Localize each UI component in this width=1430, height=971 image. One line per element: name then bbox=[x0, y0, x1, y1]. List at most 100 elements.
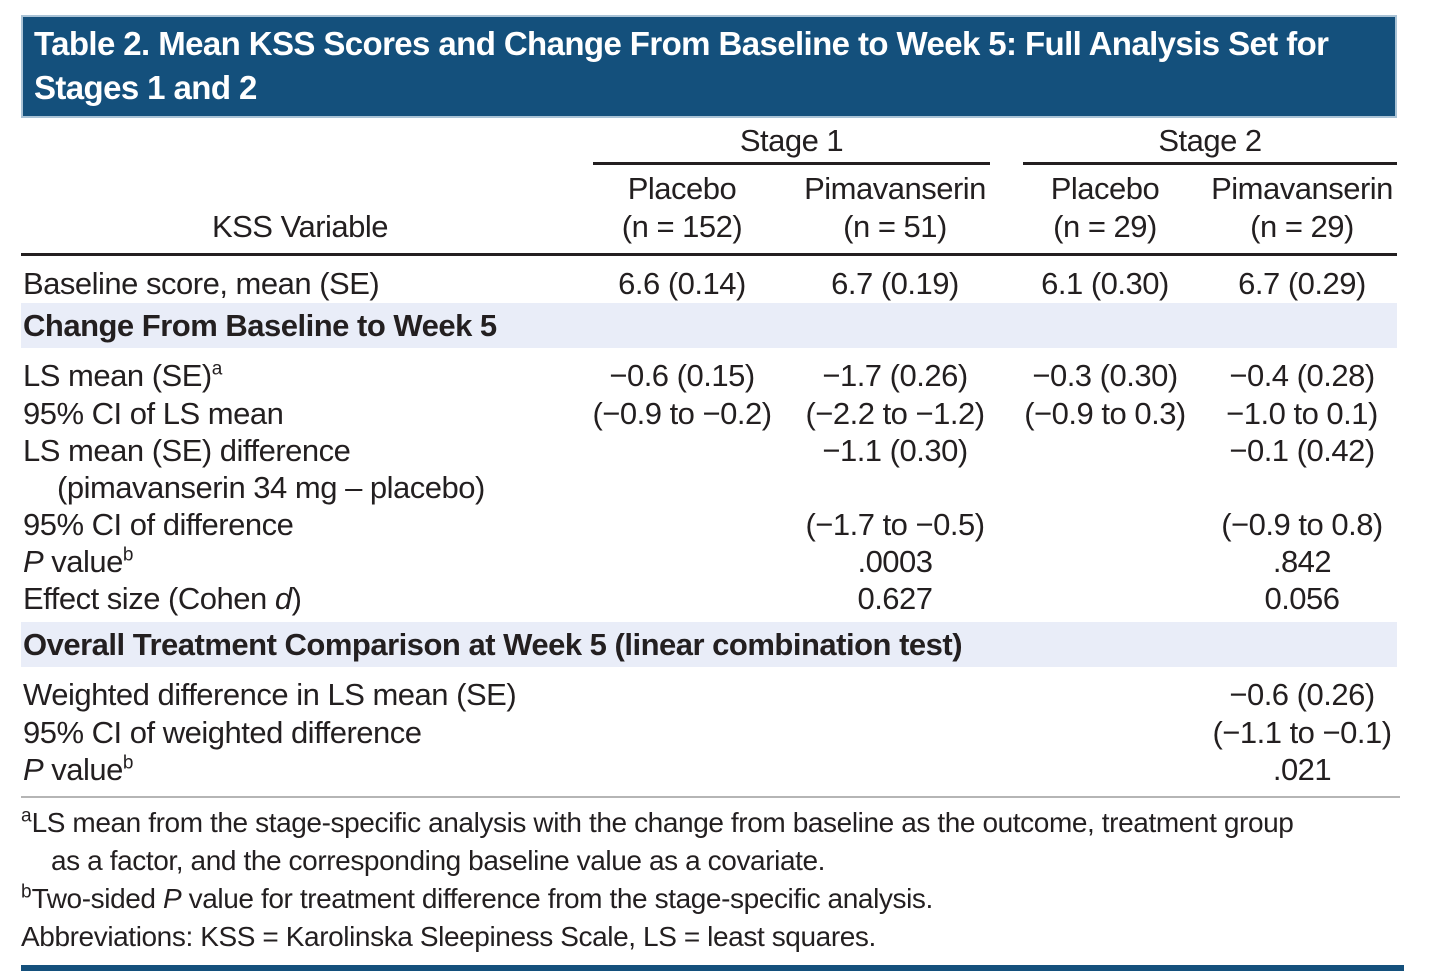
value-cell: −0.4 (0.28) bbox=[1229, 357, 1375, 393]
table-row: LS mean (SE) difference −1.1 (0.30) −0.1 (… bbox=[21, 432, 1397, 469]
text-segment: as a factor, and the corresponding basel… bbox=[51, 845, 826, 876]
row-label: 95% CI of LS mean bbox=[21, 395, 577, 432]
column-header-drug: Placebo bbox=[1050, 171, 1160, 206]
section-header-row: Overall Treatment Comparison at Week 5 (… bbox=[21, 622, 1397, 667]
column-header-pimavanserin: Pimavanserin (n = 51) bbox=[787, 165, 1003, 256]
value-cell bbox=[1003, 543, 1207, 580]
text-segment: Overall Treatment Comparison at Week 5 (… bbox=[23, 626, 963, 662]
value-cell bbox=[1207, 469, 1397, 506]
column-header-placebo: Placebo (n = 152) bbox=[577, 165, 787, 256]
text-segment: 95% CI of difference bbox=[23, 506, 294, 542]
stage1-group-header: Stage 1 bbox=[577, 118, 1003, 165]
table-row: Baseline score, mean (SE) 6.6 (0.14) 6.7 (… bbox=[21, 255, 1397, 304]
text-segment: value bbox=[43, 543, 123, 579]
table-row: 95% CI of LS mean (−0.9 to −0.2) (−2.2 to … bbox=[21, 395, 1397, 432]
table-row: Weighted difference in LS mean (SE) −0.6 … bbox=[21, 667, 1397, 714]
stage1-group-label: Stage 1 bbox=[593, 123, 990, 165]
footnote-line: Abbreviations: KSS = Karolinska Sleepine… bbox=[21, 918, 1416, 956]
text-segment: Two-sided bbox=[31, 883, 163, 914]
stage2-group-header: Stage 2 bbox=[1003, 118, 1397, 165]
footnote-marker: a bbox=[211, 358, 223, 380]
spanner-spacer bbox=[21, 118, 577, 165]
value-cell bbox=[787, 667, 1003, 714]
value-cell bbox=[1003, 667, 1207, 714]
value-cell bbox=[787, 751, 1003, 793]
italic-text: P bbox=[23, 751, 44, 787]
value-cell: (−0.9 to 0.3) bbox=[1024, 395, 1186, 431]
stage-spanner-row: Stage 1 Stage 2 bbox=[21, 118, 1397, 165]
row-label: P valueb bbox=[21, 543, 577, 580]
text-segment: Change From Baseline to Week 5 bbox=[23, 307, 497, 343]
table-row: Effect size (Cohen d) 0.627 0.056 bbox=[21, 580, 1397, 622]
value-cell bbox=[577, 580, 787, 622]
table-row: LS mean (SE)a −0.6 (0.15) −1.7 (0.26) −0.3 … bbox=[21, 348, 1397, 395]
text-segment: Effect size (Cohen bbox=[23, 580, 275, 616]
value-cell bbox=[1003, 469, 1207, 506]
value-cell bbox=[1003, 432, 1207, 469]
value-cell bbox=[577, 751, 787, 793]
row-label: LS mean (SE)a bbox=[21, 348, 577, 395]
value-cell: 6.1 (0.30) bbox=[1041, 265, 1169, 301]
text-segment: LS mean from the stage-specific analysis… bbox=[31, 807, 1294, 838]
text-segment: (pimavanserin 34 mg – placebo) bbox=[57, 469, 485, 505]
footnote-marker: b bbox=[21, 881, 32, 903]
text-segment: 95% CI of LS mean bbox=[23, 395, 284, 431]
text-segment: Baseline score, mean (SE) bbox=[23, 265, 380, 301]
value-cell: −1.1 (0.30) bbox=[822, 432, 968, 468]
table-row: 95% CI of weighted difference (−1.1 to −0… bbox=[21, 714, 1397, 751]
value-cell: (−0.9 to −0.2) bbox=[592, 395, 772, 431]
column-header-pimavanserin: Pimavanserin (n = 29) bbox=[1207, 165, 1397, 256]
value-cell bbox=[787, 469, 1003, 506]
kss-scores-table: Stage 1 Stage 2 KSS Variable Placebo (n =… bbox=[21, 118, 1397, 793]
text-segment: value for treatment difference from the … bbox=[181, 883, 934, 914]
column-header-drug: Placebo bbox=[627, 171, 737, 206]
row-label: Baseline score, mean (SE) bbox=[21, 255, 577, 304]
value-cell: 0.056 bbox=[1264, 580, 1340, 616]
value-cell bbox=[1003, 580, 1207, 622]
value-cell bbox=[577, 667, 787, 714]
stub-header-kss-variable: KSS Variable bbox=[21, 165, 577, 256]
value-cell: −1.7 (0.26) bbox=[822, 357, 968, 393]
table-row: P valueb .021 bbox=[21, 751, 1397, 793]
value-cell: −0.3 (0.30) bbox=[1032, 357, 1178, 393]
column-header-placebo: Placebo (n = 29) bbox=[1003, 165, 1207, 256]
text-segment: Abbreviations: KSS = Karolinska Sleepine… bbox=[21, 921, 876, 952]
table-title-line: Stages 1 and 2 bbox=[34, 69, 257, 106]
value-cell bbox=[577, 714, 787, 751]
value-cell bbox=[577, 432, 787, 469]
row-label: Weighted difference in LS mean (SE) bbox=[21, 667, 577, 714]
value-cell bbox=[1003, 751, 1207, 793]
value-cell: −1.0 to 0.1) bbox=[1226, 395, 1378, 431]
value-cell: −0.1 (0.42) bbox=[1229, 432, 1375, 468]
value-cell: 6.7 (0.29) bbox=[1238, 265, 1366, 301]
row-label: 95% CI of difference bbox=[21, 506, 577, 543]
column-header-drug: Pimavanserin bbox=[1211, 171, 1393, 206]
footnote-marker: a bbox=[21, 805, 32, 827]
text-segment: value bbox=[43, 751, 123, 787]
column-header-n: (n = 29) bbox=[1250, 209, 1354, 244]
row-label: 95% CI of weighted difference bbox=[21, 714, 577, 751]
footnotes-block: aLS mean from the stage-specific analysi… bbox=[21, 798, 1416, 956]
italic-text: d bbox=[274, 580, 292, 616]
value-cell bbox=[577, 469, 787, 506]
stage2-group-label: Stage 2 bbox=[1023, 123, 1397, 165]
value-cell bbox=[787, 714, 1003, 751]
table-row: (pimavanserin 34 mg – placebo) bbox=[21, 469, 1397, 506]
value-cell: (−0.9 to 0.8) bbox=[1221, 506, 1383, 542]
table-title-banner: Table 2. Mean KSS Scores and Change From… bbox=[21, 15, 1397, 118]
value-cell: (−1.1 to −0.1) bbox=[1212, 714, 1392, 750]
italic-text: P bbox=[162, 883, 182, 914]
text-segment: ) bbox=[291, 580, 302, 616]
value-cell bbox=[1003, 714, 1207, 751]
column-header-n: (n = 51) bbox=[843, 209, 947, 244]
table-row: P valueb .0003 .842 bbox=[21, 543, 1397, 580]
value-cell: −0.6 (0.26) bbox=[1229, 676, 1375, 712]
column-header-drug: Pimavanserin bbox=[804, 171, 986, 206]
value-cell bbox=[577, 543, 787, 580]
value-cell bbox=[1003, 506, 1207, 543]
italic-text: P bbox=[23, 543, 44, 579]
text-segment: Weighted difference in LS mean (SE) bbox=[23, 676, 517, 712]
value-cell: .021 bbox=[1272, 751, 1332, 787]
value-cell: (−1.7 to −0.5) bbox=[805, 506, 985, 542]
section-header-label: Change From Baseline to Week 5 bbox=[21, 303, 1397, 348]
